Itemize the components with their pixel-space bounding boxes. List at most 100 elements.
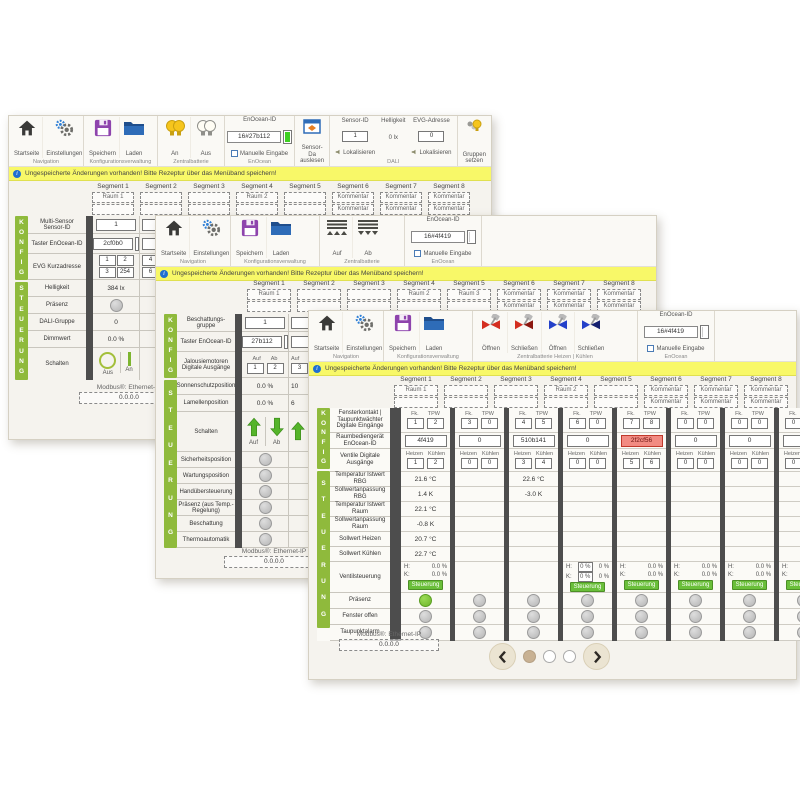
segment-comment-field[interactable] <box>140 204 182 215</box>
segment-comment-field[interactable] <box>444 397 488 408</box>
page-dot-1[interactable] <box>523 650 536 663</box>
save-button[interactable]: Speichern <box>386 312 421 353</box>
segment-comment-field[interactable]: Kommentar <box>332 204 374 215</box>
segment-room-field[interactable] <box>444 385 488 396</box>
segment-comment-field[interactable]: Kommentar <box>644 397 688 408</box>
evg-address-field[interactable]: 0 <box>418 131 445 142</box>
motor-output-field[interactable]: 2 <box>266 362 284 374</box>
cool-valve-output-field[interactable]: 4 <box>535 458 552 469</box>
blinds-down-button[interactable]: Ab <box>353 217 383 258</box>
segment-comment-field[interactable]: Kommentar <box>428 204 470 215</box>
segment-room-field[interactable] <box>594 385 638 396</box>
segment-room-field[interactable]: Raum 2 <box>544 385 588 396</box>
window-contact-field[interactable]: 1 <box>407 418 424 429</box>
room-device-enocean-field[interactable]: 0 <box>728 434 771 447</box>
room-device-enocean-field[interactable]: 510b141 <box>512 434 555 447</box>
segment-room-field[interactable]: Kommentar <box>332 192 374 203</box>
segment-room-field[interactable]: Raum 2 <box>397 289 441 300</box>
segment-comment-field[interactable]: Kommentar <box>380 204 422 215</box>
segment-room-field[interactable]: Raum 2 <box>236 192 278 203</box>
room-device-enocean-field[interactable]: 2f2cf56 <box>620 434 663 447</box>
modbus-ip-field[interactable]: 0.0.0.0 <box>339 639 439 651</box>
cool-valve-output-field[interactable]: 0 <box>589 458 606 469</box>
manual-entry-checkbox[interactable] <box>647 345 655 352</box>
segment-comment-field[interactable] <box>236 204 278 215</box>
switch-off-button[interactable]: Aus <box>95 352 120 376</box>
steuerung-toggle[interactable]: Steuerung <box>785 580 800 590</box>
lights-off-button[interactable]: Aus <box>191 117 221 158</box>
heat-valve-output-field[interactable]: 0 <box>731 458 748 469</box>
page-dot-3[interactable] <box>563 650 576 663</box>
steuerung-toggle[interactable]: Steuerung <box>731 580 768 590</box>
heat-valve-output-field[interactable]: 3 <box>515 458 532 469</box>
cool-valve-output-field[interactable]: 6 <box>643 458 660 469</box>
page-dot-2[interactable] <box>543 650 556 663</box>
heat-valve-output-field[interactable]: 0 <box>461 458 478 469</box>
switch-on-button[interactable]: An <box>120 352 136 373</box>
window-contact-field[interactable]: 4 <box>515 418 532 429</box>
segment-room-field[interactable] <box>297 289 341 300</box>
heat-valve-close-button[interactable]: Schließen <box>508 312 542 353</box>
dewpoint-input-field[interactable]: 8 <box>643 418 660 429</box>
heat-valve-output-field[interactable]: 0 <box>569 458 586 469</box>
modbus-ip-field[interactable]: 0.0.0.0 <box>79 392 179 404</box>
set-groups-button[interactable]: Gruppen setzen <box>460 117 490 166</box>
dewpoint-input-field[interactable]: 0 <box>589 418 606 429</box>
room-device-enocean-field[interactable]: 4f419 <box>404 434 447 447</box>
sensor-read-button[interactable]: Sensor-Da auslesen <box>297 117 327 166</box>
window-contact-field[interactable]: 0 <box>731 418 748 429</box>
blinds-up-button[interactable]: Auf <box>243 417 265 446</box>
manual-entry-checkbox[interactable] <box>414 250 422 257</box>
segment-room-field[interactable]: Kommentar <box>694 385 738 396</box>
steuerung-toggle[interactable]: Steuerung <box>677 580 714 590</box>
segment-room-field[interactable] <box>347 289 391 300</box>
evg-field[interactable]: 254 <box>116 267 134 278</box>
enocean-id-field[interactable]: 16#4f419 <box>410 230 465 243</box>
heat-valve-output-field[interactable]: 5 <box>623 458 640 469</box>
segment-room-field[interactable]: Raum 1 <box>394 385 438 396</box>
heat-valve-output-field[interactable]: 1 <box>407 458 424 469</box>
segment-comment-field[interactable] <box>247 301 291 312</box>
settings-button[interactable]: Einstellungen <box>190 217 232 258</box>
cool-valve-open-button[interactable]: Öffnen <box>542 312 575 353</box>
manual-entry-checkbox[interactable] <box>231 150 239 157</box>
segment-room-field[interactable]: Kommentar <box>497 289 541 300</box>
segment-room-field[interactable]: Raum 3 <box>447 289 491 300</box>
segment-room-field[interactable]: Kommentar <box>644 385 688 396</box>
heat-valve-open-button[interactable]: Öffnen <box>475 312 508 353</box>
heat-valve-output-field[interactable]: 0 <box>677 458 694 469</box>
settings-button[interactable]: Einstellungen <box>343 312 385 353</box>
shading-group-field[interactable]: 1 <box>245 316 285 329</box>
cool-valve-output-field[interactable]: 0 <box>751 458 768 469</box>
window-contact-field[interactable]: 3 <box>461 418 478 429</box>
cool-valve-output-field[interactable]: 2 <box>427 458 444 469</box>
load-button[interactable]: Laden <box>267 217 295 258</box>
taster-enocean-field[interactable] <box>291 335 311 348</box>
heat-valve-output-field[interactable]: 0 <box>785 458 800 469</box>
home-button[interactable]: Startseite <box>11 117 44 158</box>
room-device-enocean-field[interactable]: 0 <box>566 434 609 447</box>
enocean-id-field[interactable]: 16#4f419 <box>643 325 698 338</box>
cool-valve-close-button[interactable]: Schließen <box>575 312 608 353</box>
locate-button[interactable]: Lokalisieren <box>343 150 376 156</box>
prev-page-button[interactable] <box>489 643 516 670</box>
cool-valve-output-field[interactable]: 0 <box>481 458 498 469</box>
steuerung-toggle[interactable]: Steuerung <box>407 580 444 590</box>
window-contact-field[interactable]: 7 <box>623 418 640 429</box>
load-button[interactable]: Laden <box>420 312 448 353</box>
segment-comment-field[interactable] <box>494 397 538 408</box>
evg-field[interactable]: 3 <box>98 267 116 278</box>
segment-comment-field[interactable]: Kommentar <box>744 397 788 408</box>
segment-room-field[interactable]: Raum 1 <box>247 289 291 300</box>
heat-valve-input[interactable]: 0 % <box>577 562 593 572</box>
taster-enocean-field[interactable]: 2cf0b0 <box>93 237 133 250</box>
segment-room-field[interactable] <box>140 192 182 203</box>
sensor-id-field[interactable]: 1 <box>342 131 369 142</box>
home-button[interactable]: Startseite <box>311 312 344 353</box>
segment-room-field[interactable]: Kommentar <box>428 192 470 203</box>
motor-output-field[interactable]: 1 <box>246 362 264 374</box>
segment-room-field[interactable]: Kommentar <box>380 192 422 203</box>
segment-comment-field[interactable] <box>284 204 326 215</box>
segment-comment-field[interactable] <box>544 397 588 408</box>
segment-comment-field[interactable] <box>92 204 134 215</box>
